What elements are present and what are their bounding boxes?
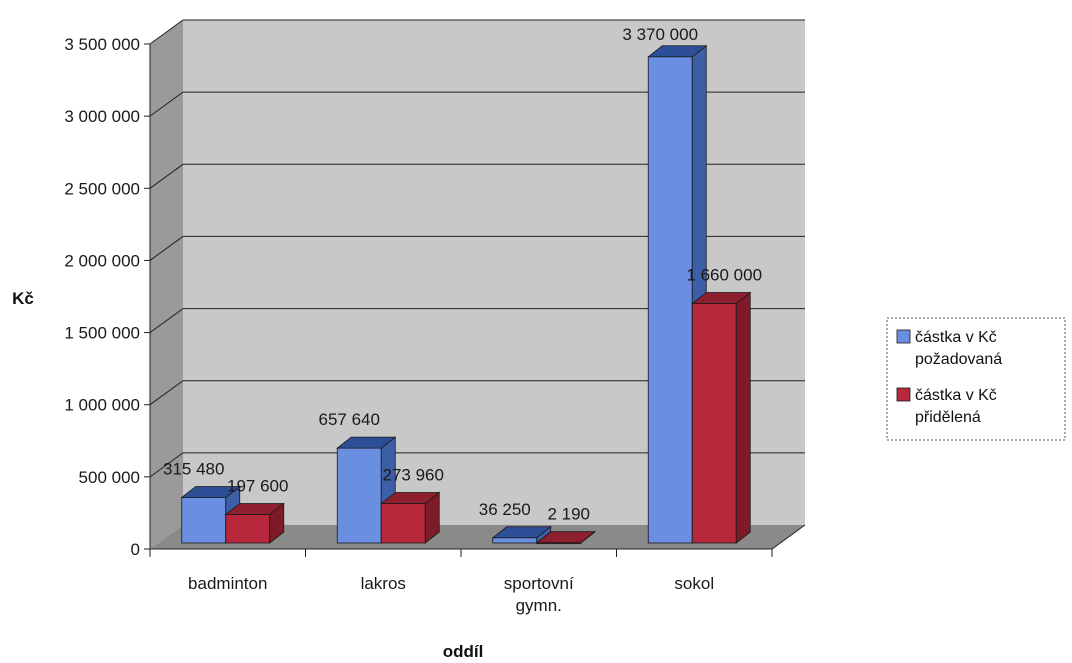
- data-label: 657 640: [319, 410, 380, 429]
- bar-top: [535, 531, 596, 544]
- bar: [224, 502, 285, 544]
- bar-front: [492, 537, 538, 544]
- y-tick-label: 2 000 000: [64, 251, 140, 270]
- bar: [491, 525, 552, 544]
- y-tick-label: 0: [131, 540, 140, 559]
- bar: [691, 291, 752, 544]
- y-tick-label: 3 500 000: [64, 35, 140, 54]
- gridline: [149, 235, 805, 261]
- legend-swatch: [896, 387, 911, 402]
- bar-top: [180, 486, 241, 498]
- gridlines: [149, 19, 805, 478]
- floor: [150, 525, 805, 549]
- bar-front: [181, 497, 227, 544]
- bar-top: [380, 492, 441, 504]
- data-label: 197 600: [227, 476, 288, 495]
- x-axis-title: oddíl: [443, 642, 484, 661]
- legend-box: [886, 317, 1066, 441]
- data-label: 273 960: [383, 465, 444, 484]
- y-tick-label: 1 000 000: [64, 396, 140, 415]
- legend-swatch: [896, 329, 911, 344]
- x-tick-label: sokol: [674, 574, 714, 593]
- bar-front: [691, 303, 737, 544]
- y-tick-label: 2 500 000: [64, 179, 140, 198]
- bar-front: [225, 514, 271, 544]
- y-tick-label: 3 000 000: [64, 107, 140, 126]
- bar-front: [647, 56, 693, 544]
- axes: 0 500 000 1 000 000 1 500 000 2 000 000 2 500…: [64, 35, 806, 615]
- bar: [380, 491, 441, 544]
- gridline: [149, 19, 805, 45]
- gridline: [149, 308, 805, 333]
- gridline: [149, 163, 805, 189]
- bar-top: [336, 436, 397, 449]
- data-label: 3 370 000: [622, 25, 698, 44]
- data-label: 36 250: [479, 500, 531, 519]
- bar-top: [647, 45, 708, 58]
- legend-label: částka v Kč požadovaná: [915, 329, 1002, 368]
- data-label: 2 190: [547, 505, 590, 524]
- legend: částka v Kč požadovaná částka v Kč přidělen…: [886, 317, 1066, 441]
- gridline: [149, 380, 805, 406]
- y-axis-title: Kč: [12, 289, 34, 308]
- y-tick-label: 1 500 000: [64, 324, 140, 343]
- bar-side: [735, 291, 751, 544]
- bar-top: [224, 503, 285, 515]
- y-tick-label: 500 000: [79, 468, 140, 487]
- x-tick-label: sportovní gymn.: [504, 574, 574, 615]
- x-tick-label: badminton: [188, 574, 267, 593]
- gridline: [149, 452, 805, 478]
- bars: [180, 44, 752, 545]
- x-tick-label: lakros: [361, 574, 406, 593]
- data-label: 315 480: [163, 459, 224, 478]
- bar-front: [380, 503, 426, 544]
- data-label: 1 660 000: [686, 265, 762, 284]
- bar-top: [691, 292, 752, 304]
- bar-top: [491, 526, 552, 539]
- bar-front: [336, 447, 382, 544]
- side-wall: [150, 20, 183, 549]
- legend-label: částka v Kč přidělená: [915, 387, 997, 426]
- gridline: [149, 91, 805, 117]
- bar: [535, 530, 596, 545]
